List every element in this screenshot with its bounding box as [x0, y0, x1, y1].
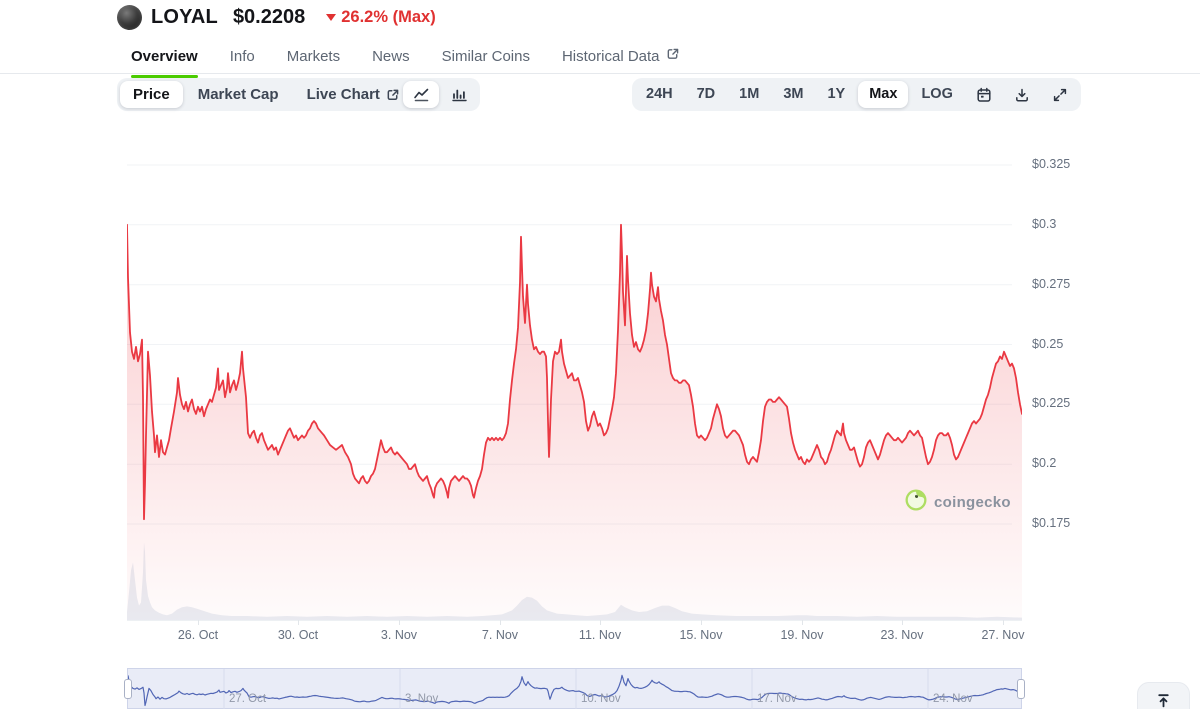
x-axis-label: 19. Nov [780, 628, 824, 642]
chart-navigator[interactable]: 27. Oct 3. Nov 10. Nov 17. Nov 24. Nov [124, 668, 1025, 709]
coin-logo-icon [117, 4, 142, 30]
tab-overview[interactable]: Overview [131, 38, 198, 78]
price-chart-plot[interactable] [127, 140, 1022, 620]
coin-price: $0.2208 [232, 5, 306, 28]
coin-header: LOYAL $0.2208 26.2% (Max) [117, 3, 436, 31]
range-max-button[interactable]: Max [858, 81, 909, 108]
navigator-date-label: 3. Nov [405, 693, 439, 705]
range-3m-button[interactable]: 3M [772, 81, 814, 108]
download-icon[interactable] [1004, 81, 1040, 108]
price-line [127, 223, 1022, 521]
navigator-plot [128, 669, 1023, 709]
x-axis-tick [399, 620, 400, 625]
navigator-left-handle[interactable] [124, 679, 132, 699]
tab-news[interactable]: News [372, 47, 410, 65]
x-axis-label: 7. Nov [481, 628, 519, 642]
navigator-date-label: 17. Nov [757, 693, 797, 705]
navigator-date-label: 27. Oct [229, 693, 267, 705]
coingecko-logo-icon [905, 489, 927, 516]
x-axis-label: 11. Nov [578, 628, 622, 642]
range-1m-button[interactable]: 1M [728, 81, 770, 108]
x-axis-tick [902, 620, 903, 625]
navigator-date-label: 10. Nov [581, 693, 621, 705]
y-axis-label: $0.3 [1032, 216, 1057, 231]
x-axis-tick [1003, 620, 1004, 625]
tab-similar-coins[interactable]: Similar Coins [441, 47, 530, 65]
range-1y-button[interactable]: 1Y [816, 81, 856, 108]
x-axis-tick [701, 620, 702, 625]
coin-name: LOYAL [151, 5, 218, 28]
y-axis-label: $0.2 [1032, 456, 1057, 471]
x-axis-tick [500, 620, 501, 625]
external-link-icon [386, 88, 400, 102]
page-tabs: Overview Info Markets News Similar Coins… [131, 38, 680, 78]
metric-toggle-group: Price Market Cap Live Chart [117, 78, 416, 111]
log-scale-button[interactable]: LOG [910, 81, 963, 108]
x-axis-tick [802, 620, 803, 625]
range-24h-button[interactable]: 24H [635, 81, 684, 108]
y-axis-label: $0.325 [1032, 157, 1071, 171]
fullscreen-icon[interactable] [1042, 81, 1078, 108]
x-axis-label: 15. Nov [679, 628, 723, 642]
watermark-text: coingecko [934, 494, 1011, 511]
y-axis-label: $0.25 [1032, 336, 1064, 351]
x-axis-line [127, 620, 1022, 621]
line-chart-icon[interactable] [403, 81, 439, 108]
x-axis-label: 3. Nov [380, 628, 418, 642]
coingecko-watermark: coingecko [905, 489, 1011, 516]
tab-info[interactable]: Info [229, 47, 255, 65]
y-axis-label: $0.175 [1032, 516, 1071, 530]
tab-markets[interactable]: Markets [286, 47, 341, 65]
x-axis-label: 30. Oct [277, 628, 319, 642]
scroll-to-top-button[interactable] [1137, 682, 1190, 709]
tabs-divider [0, 73, 1200, 74]
arrow-up-to-line-icon [1158, 694, 1169, 708]
navigator-date-label: 24. Nov [933, 693, 973, 705]
price-change: 26.2% (Max) [326, 7, 436, 27]
calendar-icon[interactable] [966, 81, 1002, 108]
y-axis-label: $0.225 [1032, 396, 1071, 411]
x-axis-label: 27. Nov [981, 628, 1025, 642]
bar-chart-icon[interactable] [441, 81, 477, 108]
external-link-icon [666, 47, 680, 65]
range-7d-button[interactable]: 7D [686, 81, 727, 108]
market-cap-toggle-button[interactable]: Market Cap [185, 81, 292, 108]
x-axis-tick [298, 620, 299, 625]
price-toggle-button[interactable]: Price [120, 81, 183, 108]
x-axis-label: 23. Nov [880, 628, 924, 642]
change-text: 26.2% (Max) [341, 7, 436, 26]
tab-historical-data[interactable]: Historical Data [562, 38, 680, 78]
chart-type-toggle-group [400, 78, 480, 111]
x-axis-label: 26. Oct [177, 628, 219, 642]
x-axis-tick [600, 620, 601, 625]
triangle-down-icon [326, 13, 337, 21]
navigator-right-handle[interactable] [1017, 679, 1025, 699]
live-chart-button[interactable]: Live Chart [294, 81, 413, 108]
y-axis-label: $0.275 [1032, 276, 1071, 291]
navigator-line [128, 674, 1023, 707]
price-area [127, 224, 1022, 620]
x-axis-tick [198, 620, 199, 625]
range-selector-group: 24H 7D 1M 3M 1Y Max LOG [632, 78, 1081, 111]
